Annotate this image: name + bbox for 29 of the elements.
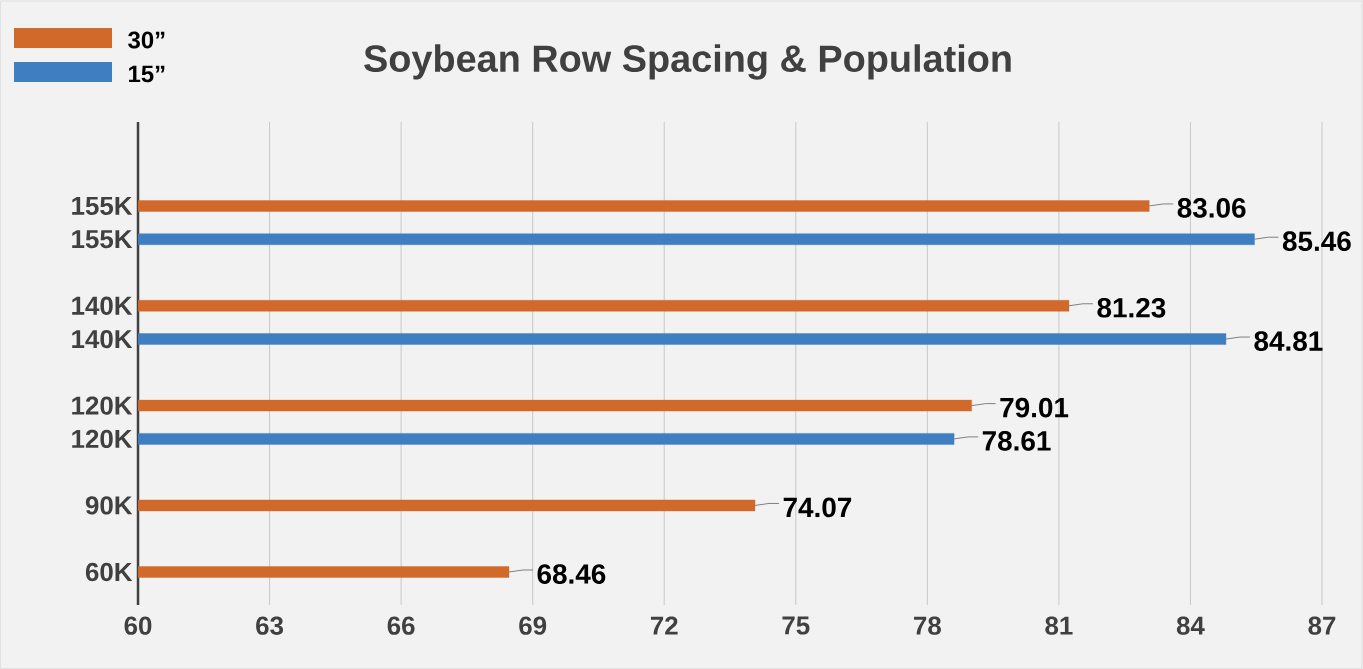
- legend-label: 30”: [128, 31, 165, 49]
- x-tick-label: 81: [1045, 616, 1073, 635]
- x-tick-label: 87: [1308, 616, 1336, 635]
- y-tick-label: 140K: [72, 296, 133, 315]
- y-tick-label: 60K: [85, 562, 133, 582]
- y-tick-label: 120K: [72, 429, 133, 449]
- x-tick-label: 75: [782, 616, 810, 635]
- y-tick-label: 155K: [72, 196, 133, 215]
- data-label: 81.23: [1097, 297, 1166, 318]
- data-label: 68.46: [537, 564, 606, 584]
- x-tick-label: 84: [1176, 616, 1205, 635]
- chart-title: Soybean Row Spacing & Population: [364, 44, 1011, 80]
- x-tick-label: 60: [124, 616, 152, 635]
- x-tick-label: 63: [256, 616, 284, 635]
- data-label: 84.81: [1254, 331, 1323, 351]
- data-label: 74.07: [783, 497, 852, 518]
- data-label: 83.06: [1177, 198, 1246, 218]
- x-tick-label: 72: [650, 616, 678, 635]
- y-tick-label: 90K: [85, 496, 133, 515]
- y-tick-label: 155K: [72, 230, 133, 249]
- x-tick-label: 69: [519, 616, 547, 635]
- x-tick-label: 78: [914, 616, 941, 635]
- data-label: 78.61: [982, 431, 1051, 451]
- y-tick-label: 120K: [72, 396, 133, 415]
- data-label: 79.01: [1000, 397, 1069, 418]
- y-tick-label: 140K: [72, 329, 133, 349]
- x-tick-label: 66: [387, 616, 415, 635]
- data-label: 85.46: [1282, 231, 1351, 252]
- legend-label: 15”: [129, 65, 165, 83]
